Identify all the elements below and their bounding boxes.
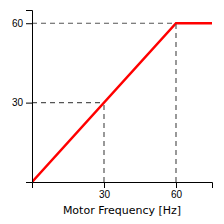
x-axis-title: Motor Frequency [Hz] [63,204,181,217]
plot: 30 60 30 60 [12,11,213,201]
line [32,23,212,182]
y-axis-line [26,11,33,183]
x-tick-label: 30 [99,189,111,200]
y-tick: 30 [12,97,32,108]
guide-vertical [103,103,104,182]
y-tick-mark [26,23,32,24]
chart: 30 60 30 60 Motor Frequency [Hz] [0,0,224,224]
y-tick-mark [26,103,32,104]
marks [32,23,212,182]
x-tick-mark [104,182,105,188]
x-tick: 30 [99,182,111,200]
y-axis: 30 60 [12,11,33,183]
y-tick-label: 30 [12,97,24,108]
x-axis-line [33,183,213,189]
y-tick-label: 60 [12,18,24,29]
guide-horizontal [32,102,104,103]
x-tick-label: 60 [171,189,183,200]
guide-horizontal [32,23,176,24]
x-tick-mark [176,182,177,188]
x-axis: 30 60 [33,182,213,200]
x-tick: 60 [171,182,183,200]
chart-container: 30 60 30 60 Motor Frequency [Hz] [0,0,224,224]
y-tick: 60 [12,18,32,29]
guide-vertical [175,23,176,182]
